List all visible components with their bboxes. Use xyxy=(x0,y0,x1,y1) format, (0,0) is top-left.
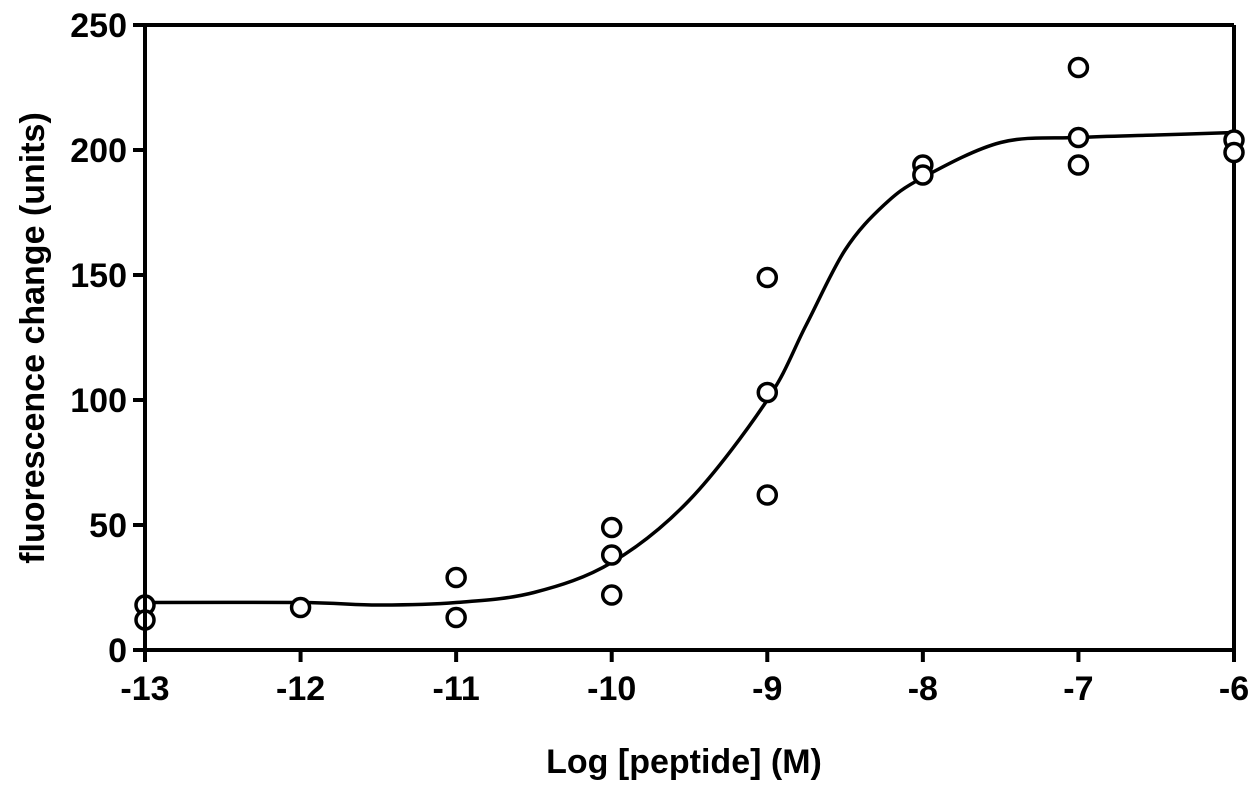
data-point xyxy=(1067,56,1090,79)
data-point xyxy=(1223,141,1245,164)
x-tick-label: -8 xyxy=(908,670,938,708)
data-point xyxy=(756,266,779,289)
fit-curve xyxy=(144,130,1235,607)
y-tick-label: 50 xyxy=(89,507,127,545)
y-axis: 0 50 100 150 200 250 xyxy=(70,7,147,670)
x-axis-title: Log [peptide] (M) xyxy=(546,743,822,781)
x-axis: -13 -12 -11 -10 -9 -8 -7 -6 xyxy=(120,648,1248,708)
x-tick-label: -7 xyxy=(1063,670,1093,708)
data-point xyxy=(756,484,779,506)
x-tick-label: -12 xyxy=(276,670,325,708)
data-point xyxy=(600,584,623,606)
data-point xyxy=(289,596,312,619)
x-tick-label: -11 xyxy=(433,670,480,708)
x-tick-label: -10 xyxy=(587,670,636,708)
data-point xyxy=(1067,126,1090,149)
y-tick-label: 250 xyxy=(70,7,127,45)
y-tick-label: 0 xyxy=(108,632,127,670)
data-point xyxy=(600,544,623,566)
y-tick-label: 100 xyxy=(70,382,127,420)
data-point xyxy=(912,164,934,186)
x-tick-label: -9 xyxy=(752,670,782,708)
x-tick-label: -6 xyxy=(1219,670,1248,708)
y-tick-label: 150 xyxy=(70,257,127,295)
x-tick-label: -13 xyxy=(120,670,169,708)
data-point xyxy=(756,381,779,404)
plot-area xyxy=(134,23,1245,650)
data-point xyxy=(1067,154,1090,176)
data-point xyxy=(445,606,467,629)
data-point xyxy=(600,516,623,539)
y-axis-title: fluorescence change (units) xyxy=(14,112,52,564)
data-point xyxy=(445,566,467,589)
y-tick-label: 200 xyxy=(70,132,127,170)
